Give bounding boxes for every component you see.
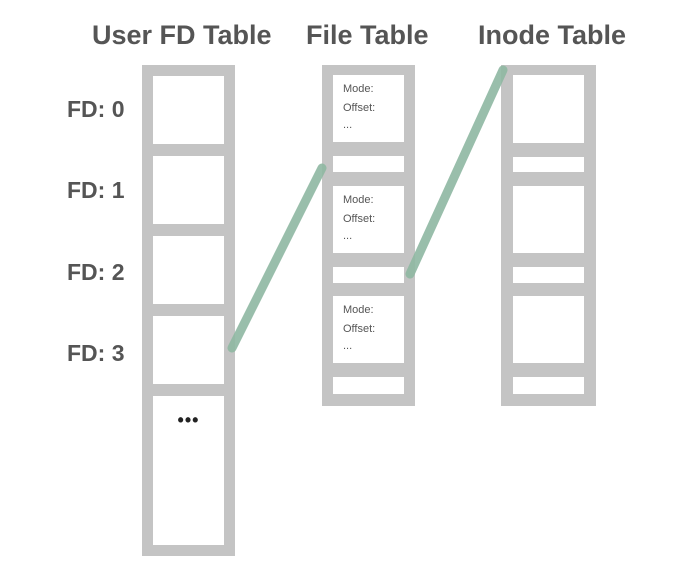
user-fd-slot-2	[153, 236, 224, 304]
user-fd-slot-0	[153, 76, 224, 144]
user-fd-table-title: User FD Table	[92, 20, 272, 50]
user-fd-table: •••	[142, 65, 235, 556]
user-fd-slot-1	[153, 156, 224, 224]
file-entry-offset: Offset:	[343, 213, 376, 225]
file-entry-spacer-1	[333, 267, 404, 283]
user-fd-slot-3	[153, 316, 224, 384]
inode-slot-2	[513, 296, 584, 363]
more-entries-ellipsis: •••	[177, 410, 200, 430]
inode-table-title: Inode Table	[478, 20, 627, 50]
file-entry-more: ...	[343, 230, 353, 242]
file-entry-spacer-2	[333, 377, 404, 394]
fd-label-0: FD: 0	[67, 96, 125, 122]
file-entry-more: ...	[343, 119, 353, 131]
file-entry-more: ...	[343, 340, 353, 352]
file-entry-offset: Offset:	[343, 323, 376, 335]
fd-label-3: FD: 3	[67, 340, 125, 366]
link-fd3-to-file-entry	[227, 163, 327, 353]
inode-table	[501, 65, 596, 406]
file-entry-offset: Offset:	[343, 102, 376, 114]
inode-slot-1	[513, 186, 584, 253]
file-entry-1: Mode: Offset: ...	[333, 186, 404, 253]
user-fd-slot-more: •••	[153, 396, 224, 545]
fd-label-2: FD: 2	[67, 259, 125, 285]
file-entry-mode: Mode:	[343, 83, 374, 95]
link-file-entry-to-inode	[405, 65, 508, 279]
file-entry-0: Mode: Offset: ...	[333, 75, 404, 142]
file-entry-spacer-0	[333, 156, 404, 172]
inode-spacer-0	[513, 157, 584, 172]
file-entry-mode: Mode:	[343, 194, 374, 206]
fd-label-1: FD: 1	[67, 177, 125, 203]
inode-spacer-2	[513, 377, 584, 394]
file-table-title: File Table	[306, 20, 429, 50]
file-table: Mode: Offset: ... Mode: Offset: ... Mode…	[322, 65, 415, 406]
inode-slot-0	[513, 75, 584, 143]
file-entry-2: Mode: Offset: ...	[333, 296, 404, 363]
file-entry-mode: Mode:	[343, 304, 374, 316]
inode-spacer-1	[513, 267, 584, 283]
